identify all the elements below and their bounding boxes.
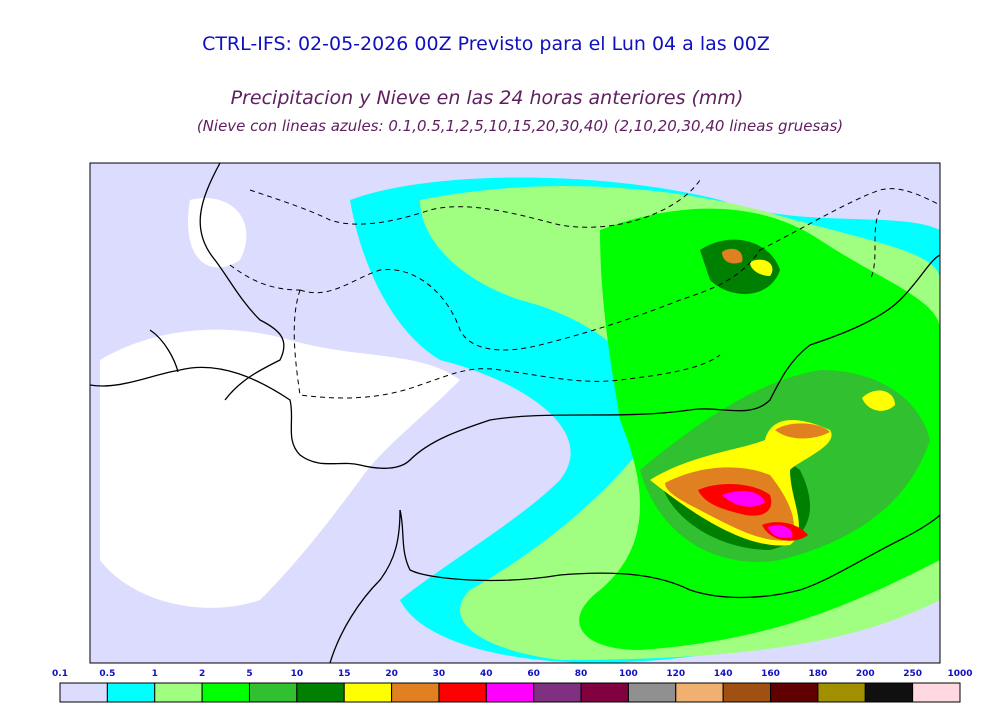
precip-area xyxy=(775,423,830,439)
precip-area xyxy=(768,525,793,538)
precip-area xyxy=(100,329,460,608)
colorbar-label: 0.1 xyxy=(52,669,68,679)
colorbar-box xyxy=(675,682,724,703)
precip-area xyxy=(188,198,247,268)
colorbar-label: 120 xyxy=(666,669,685,679)
map-frame xyxy=(89,162,941,664)
colorbar-box xyxy=(627,682,677,703)
precip-area xyxy=(700,239,780,294)
colorbar-label: 160 xyxy=(761,669,780,679)
colorbar-box xyxy=(248,682,298,703)
colorbar-box xyxy=(864,682,914,703)
colorbar-box xyxy=(154,682,203,703)
colorbar-box xyxy=(296,682,345,703)
colorbar-box xyxy=(770,682,819,703)
colorbar-label: 15 xyxy=(338,669,351,679)
colorbar-box xyxy=(912,682,961,703)
colorbar-box xyxy=(722,682,772,703)
colorbar-box xyxy=(533,682,582,703)
colorbar-box xyxy=(817,682,866,703)
colorbar-label: 40 xyxy=(480,669,493,679)
colorbar-label: 20 xyxy=(385,669,398,679)
colorbar-label: 10 xyxy=(291,669,304,679)
colorbar-label: 250 xyxy=(903,669,922,679)
colorbar-label: 100 xyxy=(619,669,638,679)
colorbar-label: 5 xyxy=(246,669,252,679)
precip-area xyxy=(722,248,743,264)
map xyxy=(90,163,940,663)
colorbar-label: 1000 xyxy=(947,669,972,679)
precip-area xyxy=(750,259,773,276)
colorbar-label: 60 xyxy=(527,669,540,679)
colorbar-box xyxy=(580,682,629,703)
precip-area xyxy=(722,490,765,507)
colorbar-label: 200 xyxy=(856,669,875,679)
colorbar-box xyxy=(391,682,440,703)
colorbar-box xyxy=(438,682,487,703)
precip-area xyxy=(862,390,895,411)
colorbar-label: 140 xyxy=(714,669,733,679)
colorbar-box xyxy=(343,682,393,703)
colorbar-box xyxy=(485,682,535,703)
subtitle: Precipitacion y Nieve en las 24 horas an… xyxy=(231,87,744,109)
title: CTRL-IFS: 02-05-2026 00Z Previsto para e… xyxy=(202,33,770,55)
colorbar-box xyxy=(201,682,250,703)
colorbar-label: 80 xyxy=(575,669,588,679)
colorbar-label: 2 xyxy=(199,669,205,679)
colorbar-label: 30 xyxy=(433,669,446,679)
colorbar-label: 1 xyxy=(152,669,158,679)
colorbar-label: 180 xyxy=(808,669,827,679)
colorbar-box xyxy=(106,682,156,703)
colorbar-label: 0.5 xyxy=(99,669,115,679)
colorbar-box xyxy=(59,682,108,703)
note: (Nieve con lineas azules: 0.1,0.5,1,2,5,… xyxy=(197,117,843,135)
